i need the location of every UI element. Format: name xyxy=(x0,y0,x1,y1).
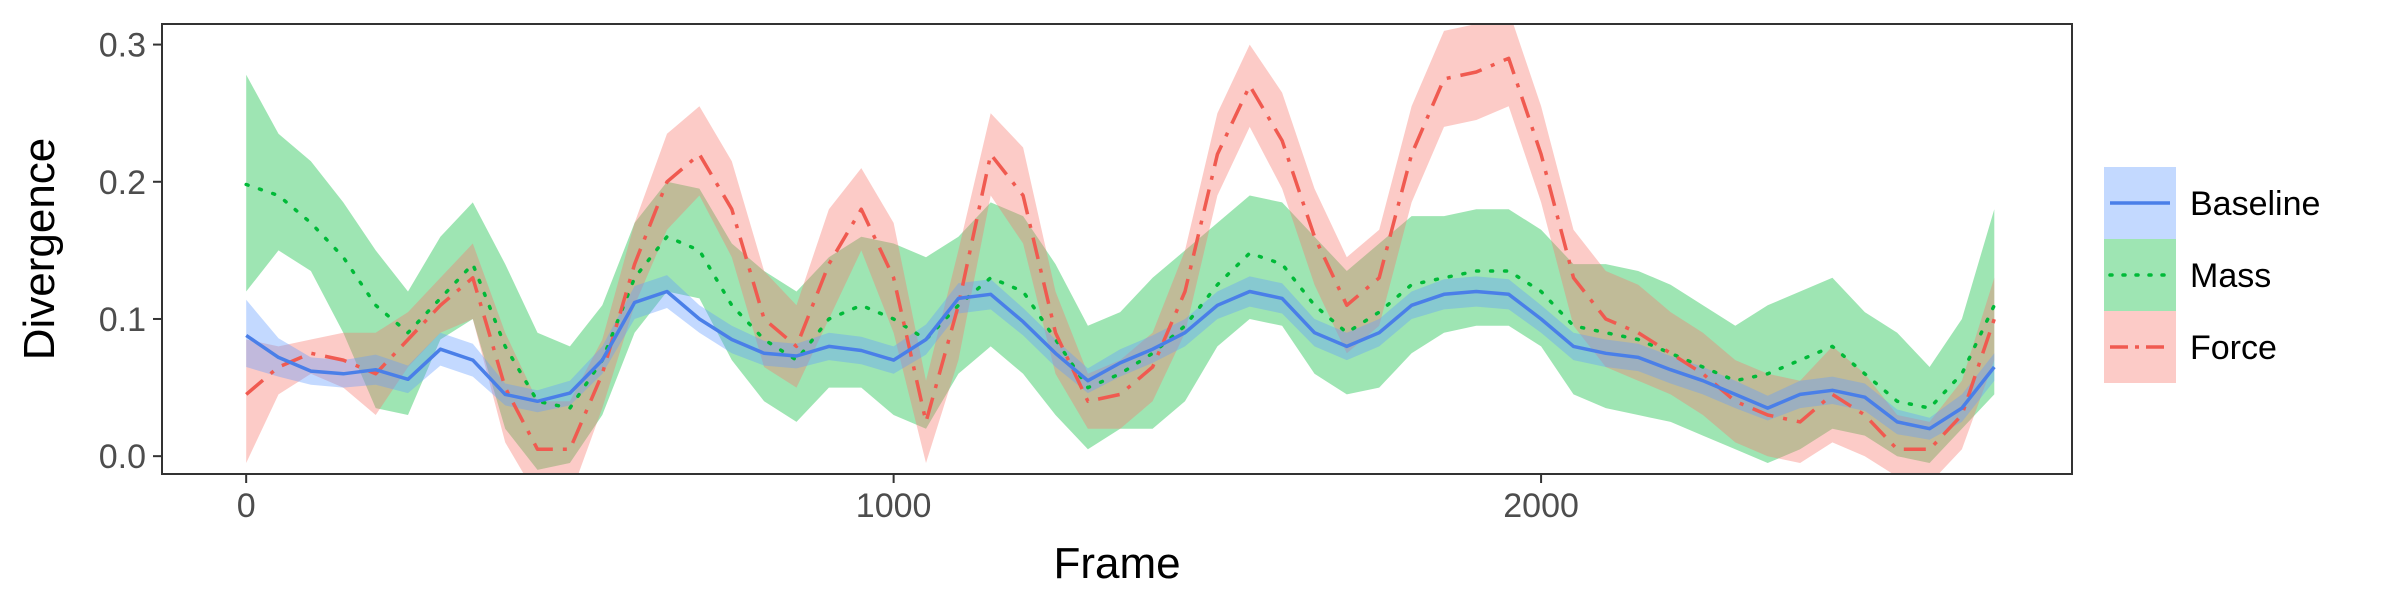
x-tick-label: 0 xyxy=(237,487,256,525)
y-tick-label: 0.2 xyxy=(99,164,146,202)
x-tick-label: 1000 xyxy=(856,487,932,525)
confidence-bands xyxy=(246,24,1995,474)
plot-panel-border xyxy=(161,23,2073,475)
series-lines xyxy=(244,56,1997,452)
legend-label-baseline: Baseline xyxy=(2190,185,2320,223)
line-mass xyxy=(244,182,1997,410)
legend-label-force: Force xyxy=(2190,329,2277,367)
legend-item-force: Force xyxy=(2104,311,2277,383)
line-force xyxy=(245,56,1996,452)
legend: Baseline Mass Force xyxy=(2104,167,2320,383)
band-mass xyxy=(246,74,1995,470)
legend-item-mass: Mass xyxy=(2104,239,2271,311)
x-tick-label: 2000 xyxy=(1503,487,1579,525)
y-axis: 0.0 0.1 0.2 0.3 xyxy=(99,27,162,476)
legend-item-baseline: Baseline xyxy=(2104,167,2320,239)
band-force xyxy=(246,24,1995,474)
y-tick-label: 0.0 xyxy=(99,438,146,476)
y-tick-label: 0.1 xyxy=(99,301,146,339)
y-tick-label: 0.3 xyxy=(99,27,146,65)
band-baseline xyxy=(246,275,1995,440)
legend-label-mass: Mass xyxy=(2190,257,2271,295)
x-axis: 0 1000 2000 xyxy=(237,474,1579,525)
x-axis-title: Frame xyxy=(1053,539,1180,588)
line-baseline xyxy=(245,289,1996,431)
y-axis-title: Divergence xyxy=(15,138,64,361)
